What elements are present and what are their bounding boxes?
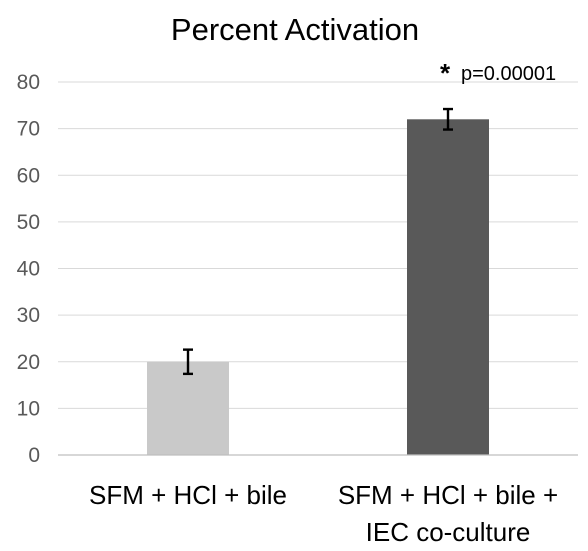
significance-star: * <box>440 58 451 88</box>
y-tick-labels: 0 10 20 30 40 50 60 70 80 <box>17 71 40 467</box>
error-bar <box>183 348 193 376</box>
bars <box>147 119 489 456</box>
y-tick-label: 30 <box>17 304 40 327</box>
error-bar <box>443 107 453 131</box>
x-category-labels: SFM + HCl + bile SFM + HCl + bile + IEC co… <box>89 480 558 547</box>
significance-annotation: * p=0.00001 <box>440 58 556 88</box>
x-category-label: IEC co-culture <box>366 517 531 547</box>
x-category-label: SFM + HCl + bile + <box>338 480 558 510</box>
y-gridlines <box>58 81 578 409</box>
y-tick-label: 70 <box>17 118 40 141</box>
bar <box>147 361 229 455</box>
bar <box>407 119 489 456</box>
y-tick-label: 10 <box>17 397 40 420</box>
y-tick-label: 50 <box>17 211 40 234</box>
y-tick-label: 80 <box>17 71 40 94</box>
y-tick-label: 20 <box>17 351 40 374</box>
y-tick-label: 40 <box>17 258 40 281</box>
p-value-label: p=0.00001 <box>461 63 556 85</box>
error-bars <box>183 107 453 376</box>
chart-title: Percent Activation <box>171 12 419 47</box>
y-tick-label: 60 <box>17 164 40 187</box>
x-category-label: SFM + HCl + bile <box>89 480 287 510</box>
y-tick-label: 0 <box>28 444 40 467</box>
